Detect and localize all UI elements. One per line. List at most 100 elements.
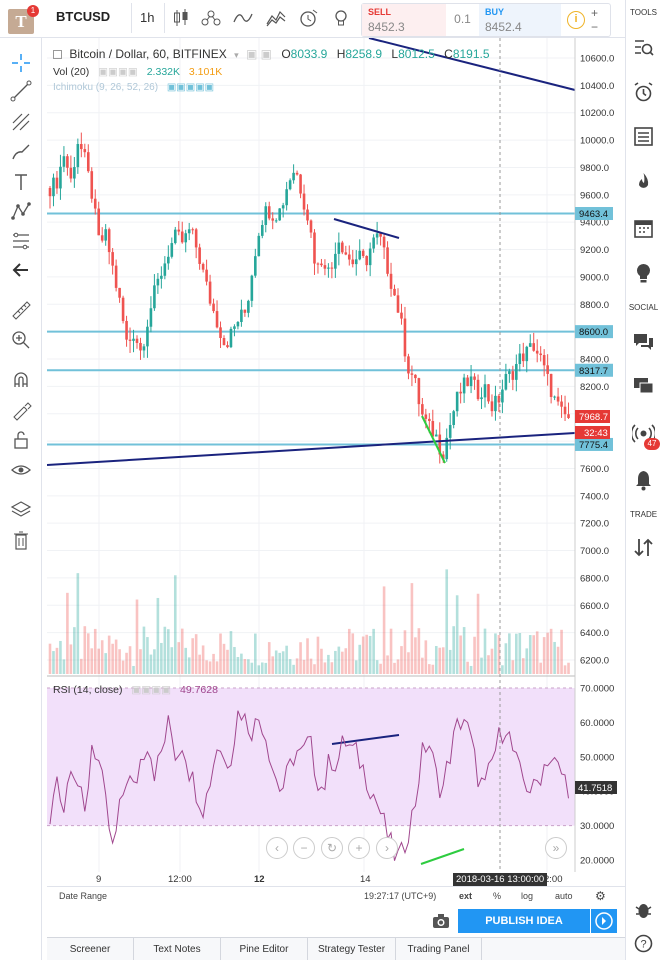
zoom-in-button[interactable]: +: [348, 837, 370, 859]
volume-bar: [260, 662, 264, 674]
back-arrow-icon[interactable]: [10, 259, 32, 281]
candle: [86, 152, 90, 172]
indicator-controls-icon[interactable]: ▣▣▣▣: [98, 66, 138, 78]
text-icon[interactable]: [10, 171, 32, 193]
horizontal-levels: [47, 212, 575, 446]
compare-icon[interactable]: [200, 8, 222, 28]
sell-button[interactable]: SELL 8452.3: [362, 4, 446, 36]
dropdown-icon[interactable]: ▾: [234, 50, 239, 60]
candle: [226, 345, 229, 348]
tab-trading-panel[interactable]: Trading Panel: [396, 938, 482, 960]
help-icon[interactable]: ?: [632, 932, 655, 955]
volume-bar: [212, 653, 215, 674]
magnet-icon[interactable]: [10, 369, 32, 391]
candle: [448, 424, 452, 438]
notifications-icon[interactable]: [632, 469, 655, 492]
volume-bar: [208, 661, 212, 674]
collapse-icon[interactable]: [53, 50, 62, 60]
tab-screener[interactable]: Screener: [47, 938, 134, 960]
tab-pine-editor[interactable]: Pine Editor: [221, 938, 308, 960]
volume-bar: [100, 640, 104, 674]
date-range-button[interactable]: Date Range: [59, 891, 108, 901]
volume-label[interactable]: Vol (20): [53, 66, 90, 78]
volume-bar: [201, 645, 205, 674]
indicator-controls-icon[interactable]: ▣▣▣▣▣: [166, 82, 215, 93]
series-title[interactable]: Bitcoin / Dollar, 60, BITFINEX: [69, 47, 227, 61]
publish-idea-button[interactable]: PUBLISH IDEA: [458, 909, 590, 933]
trash-icon[interactable]: [10, 529, 32, 551]
candle: [198, 247, 201, 264]
gear-icon[interactable]: ⚙: [595, 889, 606, 903]
rsi-label[interactable]: RSI (14, close): [53, 684, 123, 696]
camera-icon[interactable]: [432, 913, 450, 929]
streams-icon[interactable]: [632, 422, 655, 445]
candle: [48, 187, 52, 197]
bulb-icon[interactable]: [330, 8, 352, 28]
candle: [55, 177, 59, 189]
scroll-right-button[interactable]: ›: [376, 837, 398, 859]
crosshair-icon[interactable]: [10, 52, 32, 74]
hotlist-icon[interactable]: [632, 171, 655, 194]
lock-drawing-icon[interactable]: [10, 399, 32, 421]
bug-icon[interactable]: [632, 899, 655, 922]
ichimoku-label[interactable]: Ichimoku (9, 26, 52, 26): [53, 82, 159, 93]
ruler-icon[interactable]: [10, 299, 32, 321]
indicator-controls-icon[interactable]: ▣▣▣▣: [131, 684, 172, 696]
time-axis[interactable]: 9 12:00 12 14 2:00 2018-03-16 13:00:00: [47, 873, 575, 887]
percent-toggle[interactable]: %: [493, 891, 502, 901]
candle: [114, 265, 118, 288]
chart-area[interactable]: 10600.0 10400.0 10200.0 10000.0 9800.0 9600.0…: [47, 38, 625, 878]
line-style-icon[interactable]: [232, 8, 254, 28]
indicators-icon[interactable]: [265, 8, 287, 28]
volume-bar: [389, 628, 393, 674]
trendline-icon[interactable]: [10, 80, 32, 102]
layers-icon[interactable]: [10, 499, 32, 521]
volume-bar: [396, 659, 400, 674]
zoom-out-button[interactable]: −: [293, 837, 315, 859]
tab-text-notes[interactable]: Text Notes: [134, 938, 221, 960]
rsi-tick: 50.0000: [580, 752, 614, 763]
symbol-search[interactable]: BTCUSD: [56, 9, 111, 24]
dom-icon[interactable]: [632, 536, 655, 559]
calendar-icon[interactable]: [632, 217, 655, 240]
candle: [247, 300, 250, 313]
pitchfork-icon[interactable]: [10, 111, 32, 133]
quantity-field[interactable]: 0.1: [454, 12, 471, 26]
publish-go-button[interactable]: [591, 909, 617, 933]
buy-button[interactable]: BUY 8452.4: [479, 4, 561, 36]
data-window-icon[interactable]: [632, 125, 655, 148]
alarm-icon[interactable]: [632, 81, 655, 104]
ext-toggle[interactable]: ext: [459, 891, 473, 901]
volume-bar: [111, 643, 114, 674]
unlock-icon[interactable]: [10, 429, 32, 451]
tab-strategy-tester[interactable]: Strategy Tester: [308, 938, 396, 960]
trend-drawings[interactable]: [47, 38, 576, 865]
chats-icon[interactable]: [632, 330, 655, 353]
eye-icon[interactable]: [10, 459, 32, 481]
reset-chart-button[interactable]: ↻: [321, 837, 343, 859]
time-tick: 12: [254, 874, 265, 885]
scroll-to-realtime-button[interactable]: »: [545, 837, 567, 859]
ideas-icon[interactable]: [632, 262, 655, 285]
candle: [107, 229, 111, 253]
pattern-icon[interactable]: [10, 200, 32, 222]
candle: [264, 206, 268, 226]
watchlist-icon[interactable]: [632, 36, 655, 59]
settings-icon[interactable]: ▣ ▣: [245, 47, 272, 61]
volume-bar: [93, 628, 97, 674]
log-toggle[interactable]: log: [521, 891, 534, 901]
interval-button[interactable]: 1h: [140, 10, 155, 25]
brush-icon[interactable]: [10, 141, 32, 163]
alert-icon[interactable]: [297, 8, 319, 28]
decrease-quantity-button[interactable]: −: [591, 20, 599, 34]
auto-toggle[interactable]: auto: [555, 891, 573, 901]
rsi-tick: 30.0000: [580, 821, 614, 832]
fib-icon[interactable]: [10, 230, 32, 252]
info-icon[interactable]: i: [567, 11, 585, 29]
candles-icon[interactable]: [170, 8, 192, 28]
ideas-stream-icon[interactable]: [632, 374, 655, 397]
zoom-icon[interactable]: [10, 329, 32, 351]
volume-bar: [163, 626, 167, 674]
increase-quantity-button[interactable]: +: [591, 6, 599, 20]
scroll-left-button[interactable]: ‹: [266, 837, 288, 859]
